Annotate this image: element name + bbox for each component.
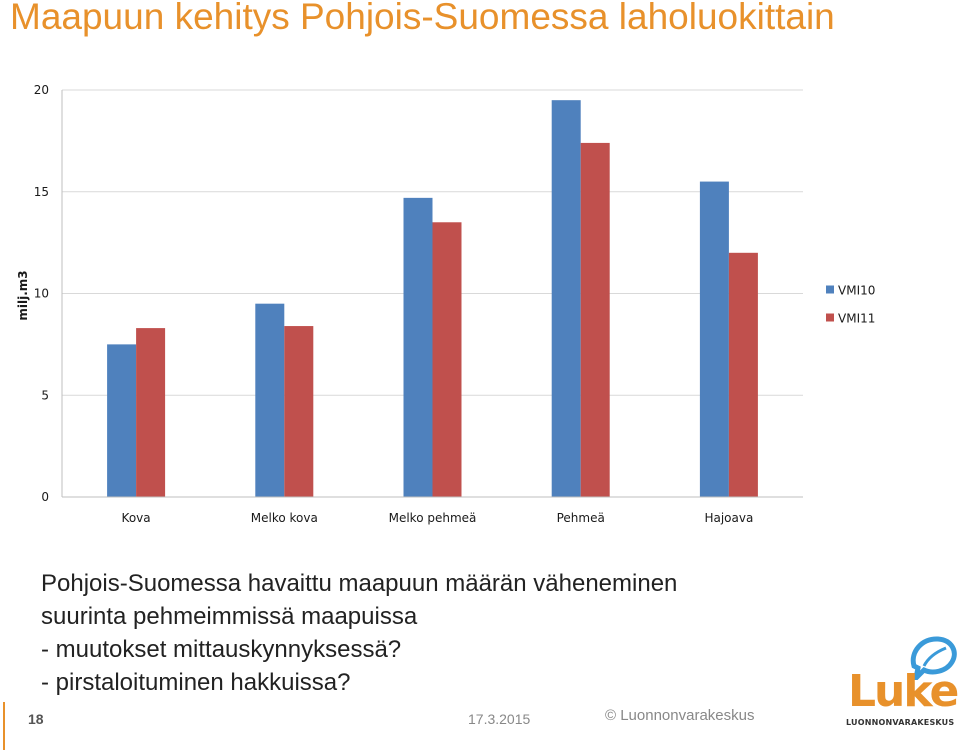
logo-wordmark: Luke — [848, 666, 959, 717]
bar-vmi11 — [580, 142, 610, 497]
bar-vmi10 — [107, 344, 137, 497]
legend: VMI10 VMI11 — [826, 284, 875, 326]
slide-date: 17.3.2015 — [468, 711, 531, 727]
slide-title: Maapuun kehitys Pohjois-Suomessa laholuo… — [10, 0, 835, 37]
bar-chart: 0 5 10 15 20 Kova Melko kova Melko pehmeä Pehme… — [16, 83, 875, 525]
body-line: - pirstaloituminen hakkuissa? — [41, 669, 351, 696]
bar-vmi11 — [432, 222, 462, 497]
leaf-speech-bubble-icon — [910, 636, 957, 680]
legend-label: VMI11 — [838, 312, 875, 326]
y-tick-label: 0 — [41, 490, 49, 504]
logo-subtitle: LUONNONVARAKESKUS — [846, 718, 955, 727]
bar-vmi11 — [728, 252, 758, 497]
copyright: © Luonnonvarakeskus — [605, 707, 755, 724]
x-category-label: Melko kova — [251, 511, 318, 525]
x-category-label: Kova — [122, 511, 151, 525]
body-text: Pohjois-Suomessa havaittu maapuun määrän… — [41, 567, 677, 699]
x-category-label: Hajoava — [704, 511, 753, 525]
page-number: 18 — [28, 711, 44, 727]
bar-vmi10 — [699, 181, 729, 497]
y-tick-label: 15 — [34, 185, 49, 199]
bars — [107, 100, 758, 498]
y-axis-label: milj.m3 — [16, 270, 30, 320]
bar-vmi10 — [551, 100, 581, 498]
legend-swatch — [826, 285, 834, 294]
body-line: suurinta pehmeimmissä maapuissa — [41, 603, 418, 630]
y-tick-label: 20 — [34, 83, 49, 97]
footer-accent-line — [3, 702, 5, 750]
x-axis-categories: Kova Melko kova Melko pehmeä Pehmeä Hajoava — [122, 511, 754, 525]
legend-label: VMI10 — [838, 284, 875, 298]
bar-vmi10 — [255, 303, 285, 497]
bar-vmi11 — [136, 328, 166, 497]
y-tick-label: 5 — [41, 388, 49, 402]
body-line: Pohjois-Suomessa havaittu maapuun määrän… — [41, 570, 678, 597]
y-axis-ticks: 0 5 10 15 20 — [34, 83, 49, 504]
bar-vmi11 — [284, 326, 314, 497]
body-line: - muutokset mittauskynnyksessä? — [41, 636, 402, 663]
x-category-label: Pehmeä — [557, 511, 605, 525]
legend-swatch — [826, 313, 834, 322]
bar-vmi10 — [403, 197, 433, 497]
luke-logo: Luke LUONNONVARAKESKUS — [840, 636, 960, 752]
x-category-label: Melko pehmeä — [389, 511, 477, 525]
y-tick-label: 10 — [34, 287, 49, 301]
